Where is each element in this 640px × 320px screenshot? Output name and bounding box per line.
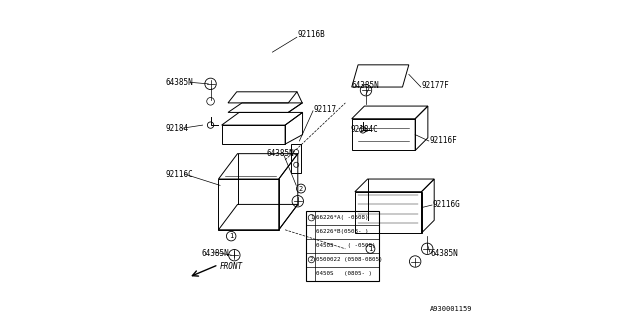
Text: 92117: 92117 xyxy=(314,105,337,114)
Text: 66226*A( -0508): 66226*A( -0508) xyxy=(316,215,369,220)
Text: 64385N: 64385N xyxy=(266,149,294,158)
Text: 0450S   (0805- ): 0450S (0805- ) xyxy=(316,271,372,276)
Text: 92116B: 92116B xyxy=(298,30,326,39)
Text: 0450S    ( -0508): 0450S ( -0508) xyxy=(316,243,376,248)
Text: 92184C: 92184C xyxy=(350,125,378,134)
Text: 2: 2 xyxy=(310,257,313,262)
Text: 64385N: 64385N xyxy=(430,249,458,258)
Text: 1: 1 xyxy=(310,215,313,220)
Text: 2: 2 xyxy=(299,186,303,192)
Text: 64385N: 64385N xyxy=(201,249,228,258)
Text: 1: 1 xyxy=(368,246,372,252)
Text: FRONT: FRONT xyxy=(220,262,243,271)
Text: 64385N: 64385N xyxy=(166,78,193,87)
Text: 0500022 (0508-0805): 0500022 (0508-0805) xyxy=(316,257,382,262)
Text: 66226*B(0508- ): 66226*B(0508- ) xyxy=(316,229,369,234)
Bar xyxy=(306,211,379,281)
Text: 1: 1 xyxy=(229,233,234,239)
Text: 92116C: 92116C xyxy=(166,170,193,179)
Text: 92177F: 92177F xyxy=(422,81,449,90)
Text: 92116G: 92116G xyxy=(433,200,460,209)
Text: A930001159: A930001159 xyxy=(430,306,472,312)
Text: 92116F: 92116F xyxy=(429,136,457,146)
Text: 64385N: 64385N xyxy=(352,81,380,90)
Text: 92184: 92184 xyxy=(166,124,189,133)
